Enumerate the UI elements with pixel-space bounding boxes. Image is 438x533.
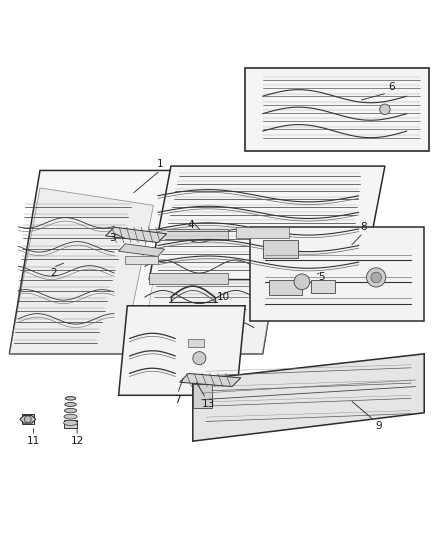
Polygon shape [250, 227, 424, 321]
Polygon shape [20, 416, 35, 423]
FancyBboxPatch shape [269, 280, 302, 295]
Text: 8: 8 [360, 222, 367, 232]
Ellipse shape [64, 420, 78, 425]
Bar [64, 420, 77, 428]
Polygon shape [106, 227, 166, 243]
Circle shape [367, 268, 386, 287]
Ellipse shape [64, 414, 77, 419]
Text: 11: 11 [27, 436, 40, 446]
Bar [188, 340, 204, 348]
Circle shape [371, 272, 381, 282]
FancyBboxPatch shape [149, 229, 228, 240]
Text: 10: 10 [217, 292, 230, 302]
Circle shape [193, 352, 206, 365]
Polygon shape [180, 374, 241, 386]
Text: 1: 1 [157, 159, 163, 169]
Text: 12: 12 [71, 436, 84, 446]
Bar [21, 414, 34, 424]
Circle shape [380, 104, 390, 115]
Polygon shape [149, 166, 385, 280]
Text: 13: 13 [201, 399, 215, 409]
Polygon shape [193, 354, 424, 441]
Circle shape [24, 416, 31, 423]
FancyBboxPatch shape [193, 384, 212, 408]
Polygon shape [10, 188, 153, 354]
Text: 5: 5 [318, 272, 325, 282]
Polygon shape [245, 68, 428, 151]
Circle shape [294, 274, 310, 289]
FancyBboxPatch shape [149, 273, 228, 284]
Bar [237, 227, 289, 238]
Polygon shape [119, 244, 164, 256]
Text: 6: 6 [388, 83, 395, 93]
Polygon shape [141, 179, 293, 354]
Text: 7: 7 [174, 394, 181, 405]
Ellipse shape [65, 402, 76, 407]
Polygon shape [10, 171, 293, 354]
Bar [263, 240, 297, 258]
Text: 9: 9 [375, 421, 381, 431]
Text: 2: 2 [50, 268, 57, 278]
Bar [125, 256, 158, 264]
Text: 4: 4 [187, 220, 194, 230]
Polygon shape [119, 306, 245, 395]
Ellipse shape [64, 408, 77, 413]
Ellipse shape [65, 397, 76, 400]
FancyBboxPatch shape [311, 280, 335, 293]
Text: 3: 3 [109, 233, 115, 243]
